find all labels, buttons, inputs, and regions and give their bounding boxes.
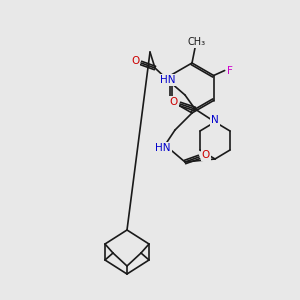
- Text: HN: HN: [160, 75, 176, 85]
- Text: HN: HN: [155, 143, 171, 153]
- Text: CH₃: CH₃: [188, 37, 206, 47]
- Text: N: N: [211, 115, 219, 125]
- Text: F: F: [227, 65, 233, 76]
- Text: O: O: [131, 56, 139, 66]
- Text: O: O: [202, 150, 210, 160]
- Text: O: O: [170, 97, 178, 107]
